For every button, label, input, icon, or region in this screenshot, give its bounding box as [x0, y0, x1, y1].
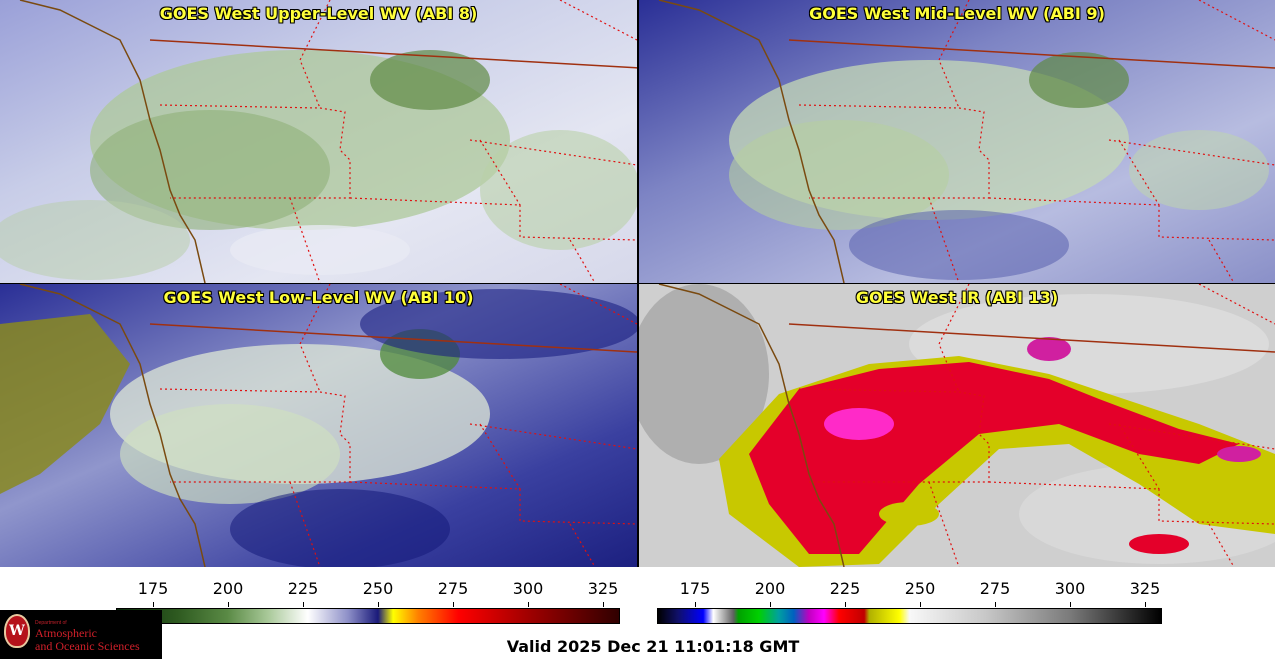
wv-tick-label: 225	[287, 579, 319, 598]
wv-tick-label: 200	[212, 579, 244, 598]
logo-line1: Atmospheric	[35, 626, 97, 640]
ir-tick-label: 200	[754, 579, 786, 598]
wv-tick-mark	[228, 602, 229, 607]
wv-tick-mark	[378, 602, 379, 607]
ir-tick-mark	[845, 602, 846, 607]
panel-divider-horizontal	[0, 283, 1275, 284]
ir-colorbar: 175 200 225 250 275 300 325	[639, 567, 1275, 627]
ir-colorbar-gradient	[657, 608, 1162, 624]
wv-tick-label: 175	[137, 579, 169, 598]
wv-tick-mark	[528, 602, 529, 607]
ir-tick-label: 250	[904, 579, 936, 598]
valid-time-label: Valid 2025 Dec 21 11:01:18 GMT	[506, 637, 800, 656]
wv-tick-mark	[453, 602, 454, 607]
wv-colorbar: 175 200 225 250 275 300 325	[0, 567, 637, 627]
ir-image	[639, 284, 1275, 567]
ir-tick-mark	[920, 602, 921, 607]
ir-tick-label: 325	[1129, 579, 1161, 598]
wv-colorbar-gradient	[116, 608, 620, 624]
aos-logo: W Department of Atmospheric and Oceanic …	[0, 610, 162, 659]
panel-ir: GOES West IR (ABI 13)	[639, 284, 1275, 567]
wv-tick-label: 275	[437, 579, 469, 598]
mid-level-wv-image	[639, 0, 1275, 283]
wv-tick-mark	[153, 602, 154, 607]
ir-tick-mark	[1070, 602, 1071, 607]
ir-tick-mark	[1145, 602, 1146, 607]
low-level-wv-image	[0, 284, 637, 567]
wv-tick-label: 250	[362, 579, 394, 598]
wv-tick-mark	[303, 602, 304, 607]
panel-mid-level-wv: GOES West Mid-Level WV (ABI 9)	[639, 0, 1275, 283]
wv-tick-label: 325	[587, 579, 619, 598]
ir-tick-mark	[770, 602, 771, 607]
logo-line2: and Oceanic Sciences	[35, 639, 140, 653]
ir-tick-label: 225	[829, 579, 861, 598]
wv-tick-label: 300	[512, 579, 544, 598]
panel-low-level-wv: GOES West Low-Level WV (ABI 10)	[0, 284, 637, 567]
wv-tick-mark	[603, 602, 604, 607]
ir-tick-label: 175	[679, 579, 711, 598]
uw-seal-icon: W	[4, 614, 30, 648]
ir-tick-mark	[695, 602, 696, 607]
ir-tick-mark	[995, 602, 996, 607]
logo-department-text: Department of	[35, 620, 67, 626]
upper-level-wv-image	[0, 0, 637, 283]
ir-tick-label: 300	[1054, 579, 1086, 598]
ir-tick-label: 275	[979, 579, 1011, 598]
panel-upper-level-wv: GOES West Upper-Level WV (ABI 8)	[0, 0, 637, 283]
